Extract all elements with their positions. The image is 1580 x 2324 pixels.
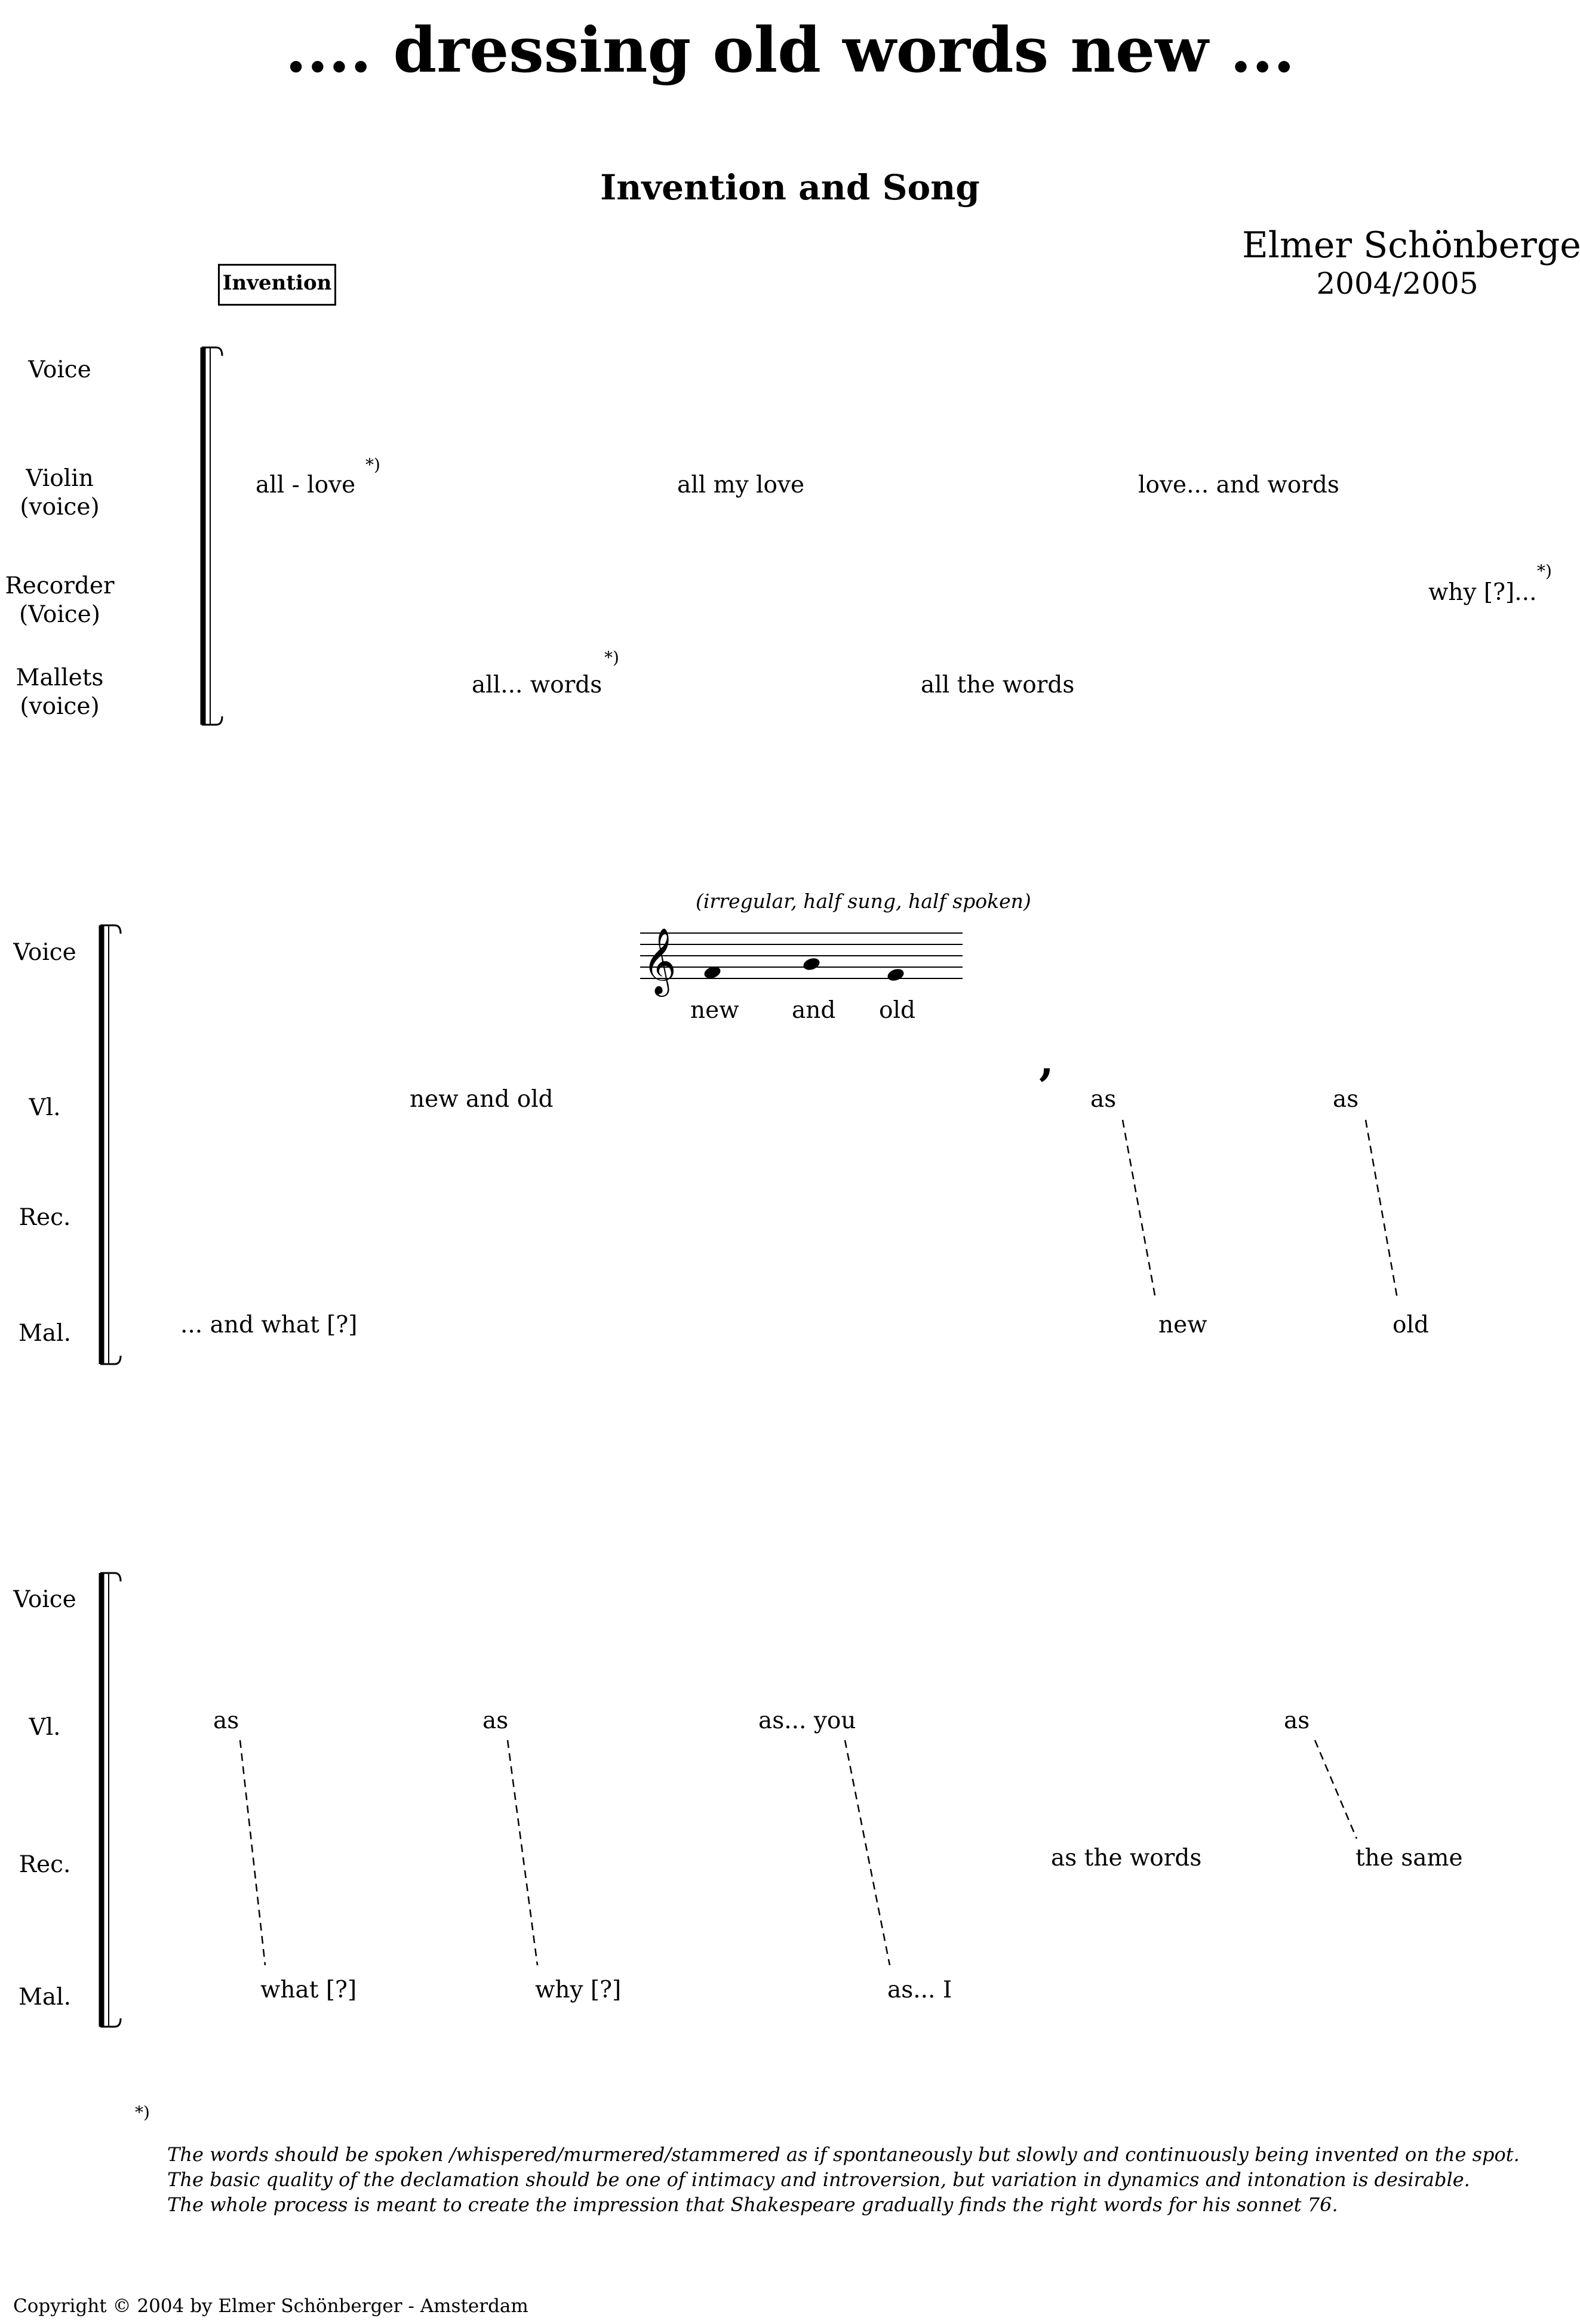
violin-text: as — [1090, 1086, 1117, 1113]
treble-clef-icon: 𝄞 — [643, 927, 677, 997]
system2-bracket — [99, 924, 122, 1365]
connector-as-why — [506, 1740, 539, 1966]
label-recorder: Rec. — [19, 1204, 71, 1231]
breath-mark: , — [1039, 1035, 1055, 1085]
performance-note: (irregular, half sung, half spoken) — [696, 889, 1031, 913]
note-b — [803, 958, 820, 970]
connector-as-old — [1364, 1119, 1398, 1299]
recorder-text: why [?]... — [1428, 579, 1537, 606]
voice-staff: 𝄞 — [640, 927, 963, 997]
label-violin: Vl. — [29, 1094, 61, 1121]
violin-text: new and old — [410, 1086, 554, 1113]
composer: Elmer Schönberger — [1242, 224, 1580, 266]
violin-text: as — [482, 1707, 509, 1734]
footnote-mark: *) — [135, 2103, 150, 2122]
footnote-line: The basic quality of the declamation sho… — [167, 2168, 1470, 2191]
label-voice: Voice — [13, 1586, 76, 1613]
violin-text: all - love — [256, 472, 356, 498]
label-recorder: Recorder (Voice) — [5, 572, 115, 628]
note-e — [887, 969, 904, 981]
mallets-text: new — [1158, 1312, 1207, 1338]
label-mallets: Mal. — [18, 1984, 72, 2011]
violin-text: as... you — [758, 1707, 856, 1734]
footnote-line: The words should be spoken /whispered/mu… — [167, 2143, 1520, 2166]
mallets-text: old — [1393, 1312, 1429, 1338]
footnote-mark: *) — [604, 648, 619, 667]
footnote-mark: *) — [1537, 561, 1552, 581]
section-marker: Invention — [218, 264, 336, 306]
voice-lyric: old — [879, 997, 915, 1024]
violin-text: as — [1333, 1086, 1359, 1113]
label-voice: Voice — [28, 356, 91, 383]
footnote-line: The whole process is meant to create the… — [167, 2193, 1338, 2216]
voice-lyric: new — [690, 997, 739, 1024]
violin-text: as — [213, 1707, 239, 1734]
violin-text: as — [1284, 1707, 1310, 1734]
mallets-text: why [?] — [535, 1977, 622, 2003]
label-violin: Violin (voice) — [20, 465, 100, 521]
mallets-text: all... words — [472, 672, 603, 698]
label-mallets: Mallets (voice) — [16, 664, 104, 720]
years: 2004/2005 — [1316, 266, 1478, 301]
label-recorder: Rec. — [19, 1851, 71, 1878]
mallets-text: as... I — [887, 1977, 952, 2003]
violin-text: love... and words — [1138, 472, 1339, 498]
label-mallets: Mal. — [18, 1320, 72, 1347]
mallets-text: what [?] — [260, 1977, 357, 2003]
label-violin: Vl. — [29, 1714, 61, 1741]
recorder-text: as the words — [1051, 1845, 1202, 1871]
violin-text: all my love — [677, 472, 805, 498]
mallets-text: ... and what [?] — [180, 1312, 358, 1338]
connector-as-what — [239, 1740, 266, 1966]
title: .... dressing old words new ... — [285, 13, 1295, 87]
connector-asyou-asi — [844, 1740, 891, 1966]
recorder-text: the same — [1355, 1845, 1463, 1871]
footnote-mark: *) — [365, 455, 380, 475]
voice-lyric: and — [792, 997, 836, 1024]
note-f — [704, 966, 721, 978]
connector-as-new — [1121, 1119, 1157, 1299]
system3-bracket — [99, 1572, 122, 2028]
system1-bracket — [200, 346, 223, 726]
label-voice: Voice — [13, 939, 76, 966]
connector-as-same — [1314, 1740, 1358, 1839]
subtitle: Invention and Song — [600, 167, 980, 208]
mallets-text: all the words — [921, 672, 1075, 698]
copyright: Copyright © 2004 by Elmer Schönberger - … — [13, 2295, 528, 2317]
